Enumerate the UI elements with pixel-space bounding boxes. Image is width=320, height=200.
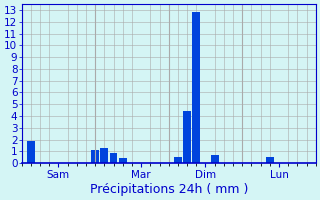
Bar — [110, 153, 117, 163]
Bar — [174, 157, 182, 163]
Bar — [100, 148, 108, 163]
Bar — [119, 158, 127, 163]
Bar — [183, 111, 191, 163]
Bar — [27, 141, 35, 163]
Bar — [91, 150, 99, 163]
Bar — [192, 12, 200, 163]
Bar — [266, 157, 274, 163]
X-axis label: Précipitations 24h ( mm ): Précipitations 24h ( mm ) — [90, 183, 248, 196]
Bar — [211, 155, 219, 163]
